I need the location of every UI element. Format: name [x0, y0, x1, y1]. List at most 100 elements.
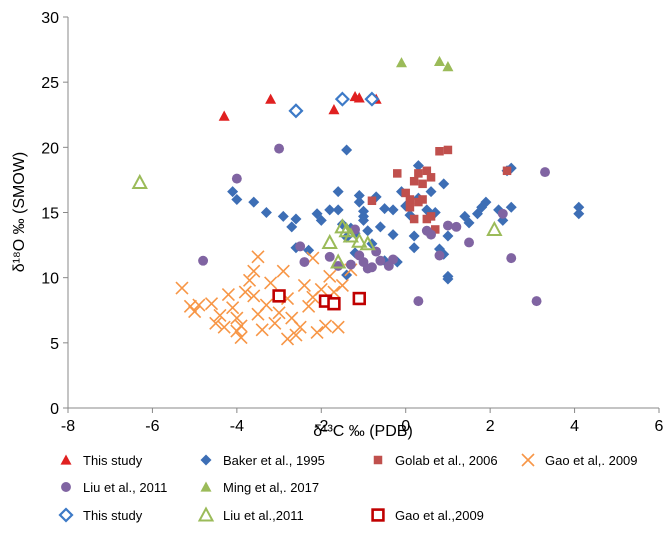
y-tick-label: 10 [41, 271, 59, 288]
data-point [443, 145, 453, 155]
data-point [226, 301, 240, 315]
data-point [286, 221, 298, 233]
series-group [218, 91, 382, 121]
data-point [408, 242, 420, 254]
data-point [506, 253, 517, 264]
data-point [359, 235, 376, 251]
data-point [379, 203, 391, 215]
data-point [451, 221, 462, 232]
x-marker-stroke [268, 316, 282, 330]
data-point [409, 176, 419, 186]
legend-label: Liu et al.,2011 [223, 508, 304, 523]
data-point [231, 193, 243, 205]
data-point [442, 230, 454, 242]
legend-marker [60, 454, 72, 465]
series-group [288, 91, 380, 119]
x-marker-stroke [264, 276, 278, 290]
data-point [358, 214, 369, 226]
data-point [247, 264, 261, 278]
data-point [327, 297, 341, 311]
data-point [422, 166, 432, 176]
legend-marker [58, 507, 74, 523]
data-point [464, 237, 474, 248]
data-point [426, 229, 436, 240]
legend: This study Baker et al., 1995 Golab et al.… [58, 453, 638, 523]
data-point [405, 195, 415, 204]
y-tick-label: 25 [41, 75, 59, 92]
series-group [227, 144, 585, 285]
data-point [295, 241, 306, 252]
data-point [230, 311, 244, 325]
data-point [315, 214, 327, 226]
x-marker-stroke [230, 311, 244, 325]
data-point [414, 169, 423, 178]
data-point [264, 276, 278, 290]
data-point [175, 281, 189, 295]
data-point [426, 212, 436, 221]
legend-label: Baker et al., 1995 [223, 453, 325, 468]
data-point [375, 255, 386, 266]
data-point [442, 273, 454, 285]
x-tick-label: 4 [570, 418, 579, 435]
data-markers [131, 55, 585, 346]
data-point [433, 55, 445, 66]
data-point [272, 306, 286, 320]
data-point [227, 186, 239, 198]
x-marker-stroke [221, 288, 235, 302]
legend-marker [373, 455, 383, 465]
x-marker-stroke [242, 273, 257, 287]
data-point [412, 160, 424, 172]
data-point [486, 220, 503, 236]
data-point [341, 144, 353, 156]
data-point [388, 254, 398, 265]
data-point [221, 288, 235, 302]
y-tick-label: 5 [50, 336, 59, 353]
x-marker-stroke [276, 264, 290, 278]
data-point [328, 104, 340, 115]
data-point [323, 269, 337, 283]
data-point [332, 186, 344, 198]
data-point [314, 282, 328, 296]
x-marker-stroke [175, 281, 189, 295]
data-point [425, 186, 437, 198]
data-point [248, 196, 260, 208]
data-point [418, 179, 427, 189]
y-tick-label: 15 [41, 206, 59, 223]
y-axis-title: δ¹⁸O ‰ (SMOW) [11, 152, 28, 273]
data-point [297, 278, 311, 293]
data-point [274, 143, 285, 154]
legend-label: Ming et al,. 2017 [223, 480, 319, 495]
data-point [573, 208, 585, 220]
x-marker-stroke [213, 308, 227, 323]
x-marker-stroke [234, 319, 248, 333]
y-tick-label: 0 [50, 401, 59, 418]
data-point [276, 264, 290, 278]
legend-item: This study [58, 507, 143, 523]
x-marker-stroke [318, 319, 333, 333]
x-marker-stroke [192, 298, 206, 312]
x-marker-stroke [251, 250, 265, 264]
data-point [505, 201, 517, 213]
data-point [409, 214, 419, 224]
data-point [387, 229, 399, 241]
data-point [418, 195, 427, 204]
data-point [408, 230, 420, 242]
legend-item: This study [60, 453, 143, 468]
data-point [131, 173, 148, 190]
series-group [272, 289, 366, 311]
data-point [540, 167, 550, 178]
data-point [213, 308, 227, 323]
data-point [332, 204, 344, 216]
legend-label: This study [83, 508, 143, 523]
series-group [175, 250, 358, 346]
legend-item: Liu et al.,2011 [197, 506, 304, 523]
x-marker-stroke [521, 453, 535, 467]
x-axis-ticks: -8 -6 -4 -2 0 2 4 6 [61, 408, 664, 435]
data-point [367, 196, 377, 206]
x-marker-stroke [217, 320, 231, 334]
x-tick-label: -6 [145, 418, 159, 435]
legend-marker [61, 482, 71, 492]
legend-item: Liu et al., 2011 [61, 480, 167, 495]
data-point [342, 227, 360, 243]
legend-item: Gao et al.,2009 [371, 508, 484, 523]
